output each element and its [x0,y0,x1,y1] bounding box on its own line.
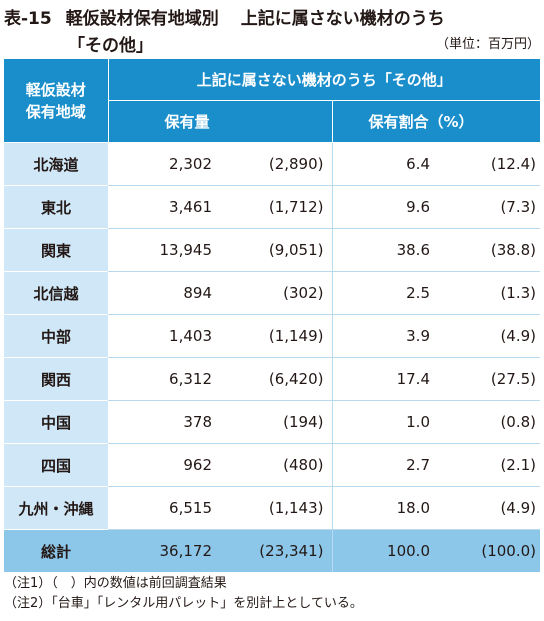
amount-cell: 36,172 [108,529,220,572]
ratio-cell: 3.9 [331,314,436,358]
table-row: 中国 378 (194) 1.0 (0.8) [4,400,541,444]
region-cell: 中国 [4,400,108,444]
table-row: 関東 13,945 (9,051) 38.6 (38.8) [4,228,541,272]
amount-cell: 6,312 [108,357,220,401]
ratio-prev-cell: (38.8) [436,228,541,272]
region-cell: 北信越 [4,271,108,315]
ratio-cell: 6.4 [331,142,436,186]
amount-prev-cell: (2,890) [220,142,332,186]
ratio-cell: 17.4 [331,357,436,401]
region-cell: 関東 [4,228,108,272]
region-cell: 東北 [4,185,108,229]
region-cell: 北海道 [4,142,108,186]
unit-label: （単位：百万円） [435,37,540,52]
ratio-cell: 100.0 [331,529,436,572]
note-2: （注2）「台車」「レンタル用パレット」を別計上としている。 [4,596,363,611]
ratio-cell: 1.0 [331,400,436,444]
notes: （注1）（ ）内の数値は前回調査結果 （注2）「台車」「レンタル用パレット」を別… [4,574,363,614]
table-row: 北海道 2,302 (2,890) 6.4 (12.4) [4,142,541,186]
header-group: 上記に属さない機材のうち「その他」 [107,59,541,101]
region-cell: 中部 [4,314,108,358]
amount-cell: 2,302 [108,142,220,186]
ratio-prev-cell: (27.5) [436,357,541,401]
ratio-prev-cell: (2.1) [436,443,541,487]
table-row: 東北 3,461 (1,712) 9.6 (7.3) [4,185,541,229]
ratio-prev-cell: (4.9) [436,486,541,530]
total-row: 総計 36,172 (23,341) 100.0 (100.0) [4,529,541,572]
amount-cell: 894 [108,271,220,315]
amount-cell: 378 [108,400,220,444]
amount-prev-cell: (9,051) [220,228,332,272]
table-row: 関西 6,312 (6,420) 17.4 (27.5) [4,357,541,401]
ratio-prev-cell: (1.3) [436,271,541,315]
header-corner-line1: 軽仮設材 [25,80,86,99]
region-cell: 総計 [4,529,108,572]
region-cell: 関西 [4,357,108,401]
region-cell: 四国 [4,443,108,487]
ratio-cell: 18.0 [331,486,436,530]
amount-cell: 3,461 [108,185,220,229]
table-row: 九州・沖縄 6,515 (1,143) 18.0 (4.9) [4,486,541,530]
amount-prev-cell: (23,341) [220,529,332,572]
table-body: 北海道 2,302 (2,890) 6.4 (12.4) 東北 3,461 (1,712) 9.… [4,142,541,572]
amount-prev-cell: (194) [220,400,332,444]
ratio-cell: 2.7 [331,443,436,487]
ratio-cell: 38.6 [331,228,436,272]
ratio-prev-cell: (100.0) [436,529,541,572]
amount-prev-cell: (480) [220,443,332,487]
table-row: 四国 962 (480) 2.7 (2.1) [4,443,541,487]
table-row: 中部 1,403 (1,149) 3.9 (4.9) [4,314,541,358]
amount-prev-cell: (1,149) [220,314,332,358]
amount-cell: 13,945 [108,228,220,272]
amount-cell: 1,403 [108,314,220,358]
amount-prev-cell: (6,420) [220,357,332,401]
title-line2: 「その他」 [68,36,153,56]
amount-cell: 962 [108,443,220,487]
title-main: 軽仮設材保有地域別 [65,9,219,29]
table-number: 表-15 [4,9,52,29]
amount-prev-cell: (1,712) [220,185,332,229]
table-title: 表-15 軽仮設材保有地域別 上記に属さない機材のうち [4,4,445,29]
header-corner-line2: 保有地域 [25,102,86,121]
ratio-prev-cell: (12.4) [436,142,541,186]
table-row: 北信越 894 (302) 2.5 (1.3) [4,271,541,315]
title-sub: 上記に属さない機材のうち [240,9,445,29]
ratio-cell: 9.6 [331,185,436,229]
note-1: （注1）（ ）内の数値は前回調査結果 [4,576,227,591]
ratio-prev-cell: (4.9) [436,314,541,358]
header-ratio: 保有割合（%） [331,100,541,143]
ratio-prev-cell: (7.3) [436,185,541,229]
ratio-prev-cell: (0.8) [436,400,541,444]
header-amount: 保有量 [107,100,332,143]
header-corner: 軽仮設材 保有地域 [4,59,108,143]
amount-cell: 6,515 [108,486,220,530]
ratio-cell: 2.5 [331,271,436,315]
region-cell: 九州・沖縄 [4,486,108,530]
data-table: 軽仮設材 保有地域 上記に属さない機材のうち「その他」 保有量 保有割合（%） … [4,59,541,572]
amount-prev-cell: (1,143) [220,486,332,530]
amount-prev-cell: (302) [220,271,332,315]
